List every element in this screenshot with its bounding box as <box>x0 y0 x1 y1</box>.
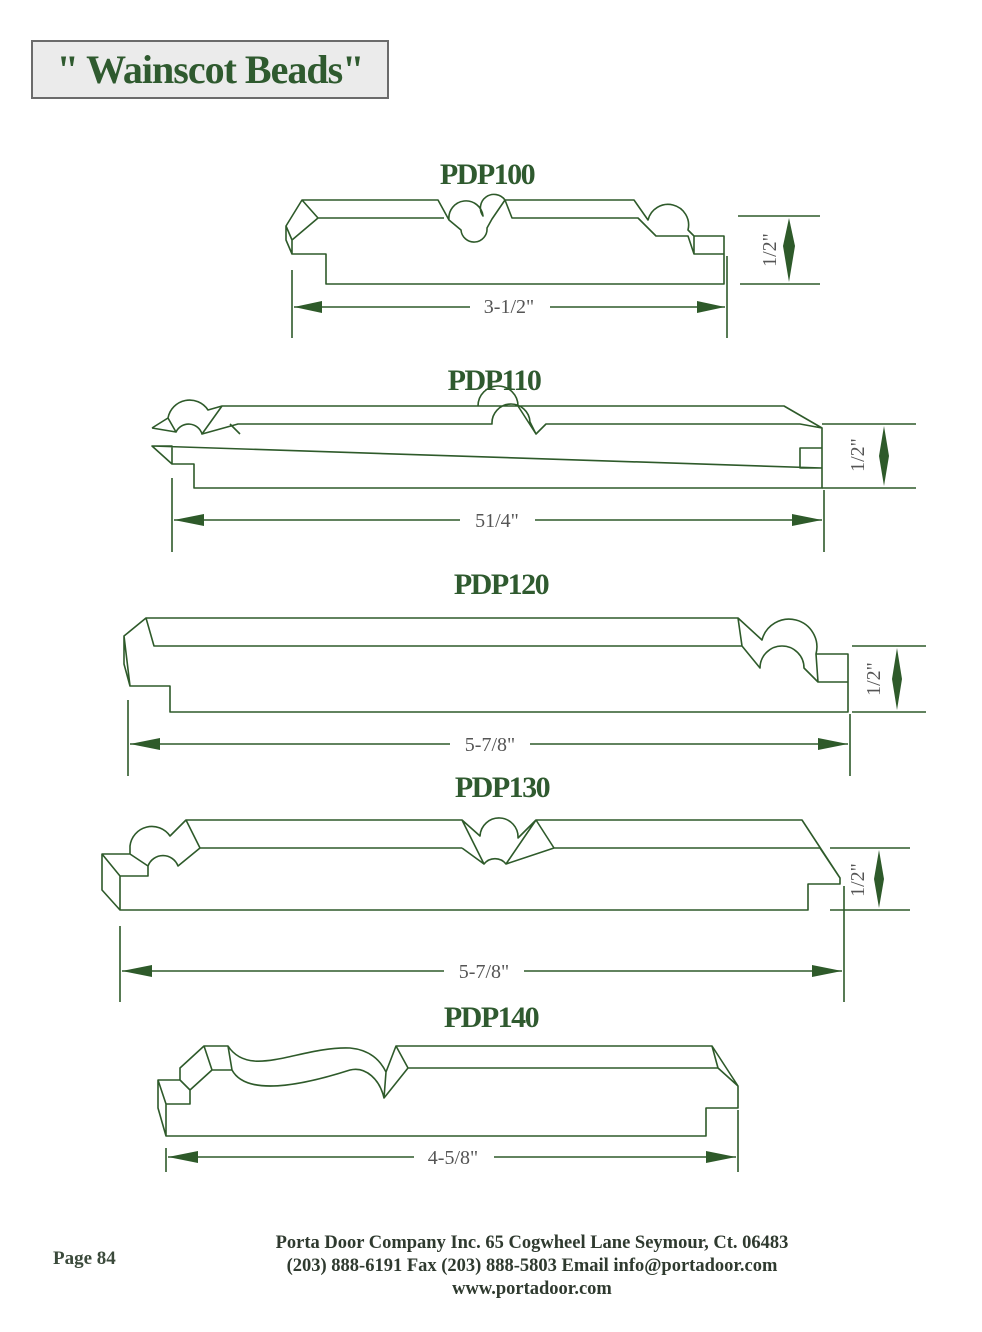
profile-pdp140: PDP140 4-5/8" <box>157 1001 739 1172</box>
title-box: " Wainscot Beads" <box>31 40 389 99</box>
height-dimension-pdp110: 1/2" <box>822 423 916 489</box>
footer-address: Porta Door Company Inc. 65 Cogwheel Lane… <box>275 1233 789 1253</box>
profile-shape-pdp130 <box>101 817 841 911</box>
width-label-pdp130: 5-7/8" <box>459 961 509 983</box>
profile-name-pdp110: PDP110 <box>448 364 541 397</box>
profile-name-pdp100: PDP100 <box>440 158 535 191</box>
height-dimension-pdp130: 1/2" <box>830 847 910 911</box>
footer-contact: Porta Door Company Inc. 65 Cogwheel Lane… <box>232 1232 832 1301</box>
height-label-pdp110: 1/2" <box>847 438 869 472</box>
width-label-pdp100: 3-1/2" <box>484 296 534 318</box>
width-dimension-pdp110: 51/4" <box>171 478 825 552</box>
profile-shape-pdp100 <box>285 193 725 285</box>
profile-name-pdp130: PDP130 <box>455 771 550 804</box>
profile-shape-pdp110 <box>151 385 823 489</box>
profile-pdp130: PDP130 1/2" 5-7/8" <box>101 771 910 1002</box>
footer-phone-email: (203) 888-6191 Fax (203) 888-5803 Email … <box>286 1256 778 1276</box>
width-dimension-pdp100: 3-1/2" <box>291 256 728 338</box>
profile-name-pdp140: PDP140 <box>444 1001 539 1034</box>
width-dimension-pdp120: 5-7/8" <box>127 700 851 776</box>
profile-pdp100: PDP100 1/2" 3-1/2" <box>285 158 820 338</box>
width-label-pdp110: 51/4" <box>475 510 519 532</box>
profile-name-pdp120: PDP120 <box>454 568 549 601</box>
profile-pdp110: PDP110 1/2" 51/4" <box>151 364 916 552</box>
height-label-pdp100: 1/2" <box>759 233 781 267</box>
page-title: " Wainscot Beads" <box>56 47 365 92</box>
profile-shape-pdp120 <box>123 617 849 713</box>
width-dimension-pdp130: 5-7/8" <box>119 886 845 1002</box>
page-number: Page 84 <box>53 1248 116 1269</box>
profile-pdp120: PDP120 1/2" 5-7/8" <box>123 568 926 776</box>
width-dimension-pdp140: 4-5/8" <box>165 1110 739 1172</box>
profile-shape-pdp140 <box>157 1045 739 1137</box>
footer-website[interactable]: www.portadoor.com <box>452 1279 612 1299</box>
height-dimension-pdp100: 1/2" <box>738 215 820 285</box>
height-label-pdp130: 1/2" <box>847 863 869 897</box>
height-label-pdp120: 1/2" <box>863 662 885 696</box>
width-label-pdp120: 5-7/8" <box>465 734 515 756</box>
width-label-pdp140: 4-5/8" <box>428 1147 478 1169</box>
height-dimension-pdp120: 1/2" <box>852 645 926 713</box>
